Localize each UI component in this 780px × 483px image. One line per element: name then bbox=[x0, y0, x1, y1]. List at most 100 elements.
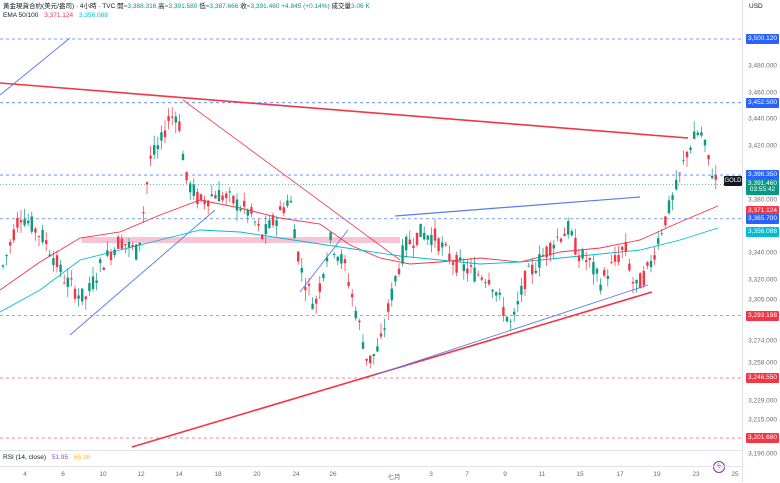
candle-body bbox=[185, 171, 188, 181]
candle-body bbox=[181, 153, 185, 161]
candle-body bbox=[12, 229, 15, 241]
candle-body bbox=[178, 121, 181, 131]
candle-body bbox=[523, 270, 527, 290]
high-label: 高 bbox=[158, 3, 165, 10]
candle-body bbox=[495, 292, 498, 296]
candle-body bbox=[27, 220, 30, 224]
candle-body bbox=[264, 224, 267, 235]
candle-body bbox=[613, 255, 617, 262]
wedge-top-line bbox=[394, 196, 641, 217]
candle-body bbox=[693, 131, 696, 139]
price-tick-label: 3,258.000 bbox=[748, 359, 777, 367]
candle-body bbox=[322, 273, 325, 279]
rsi-legend[interactable]: RSI (14, close) 51.95 65.38 bbox=[3, 454, 94, 461]
chart-area[interactable]: 黃金現貨合約(美元/盎司) · 4小時 · TVC 開=3,388.316 高=… bbox=[0, 0, 742, 450]
candle-body bbox=[84, 296, 87, 300]
rsi-label: RSI (14, close) bbox=[3, 454, 46, 461]
candle-body bbox=[387, 303, 390, 312]
candle-body bbox=[243, 200, 246, 207]
candle-body bbox=[444, 243, 447, 246]
price-tag: 3,356.088 bbox=[746, 226, 779, 237]
candle-body bbox=[419, 223, 422, 238]
candle-body bbox=[559, 238, 563, 242]
ema-label: EMA 50/100 bbox=[3, 12, 39, 19]
candle-body bbox=[369, 355, 372, 364]
time-axis[interactable]: 4 6 10 12 14 18 20 24 26 七月 3 7 9 11 15 17 19 23 25 bbox=[0, 466, 742, 483]
time-label: 23 bbox=[692, 471, 700, 478]
candle-body bbox=[383, 328, 386, 330]
volume-label: 成交量 bbox=[331, 3, 352, 10]
candle-body bbox=[397, 268, 401, 275]
price-axis[interactable]: USD 3,480.000 3,460.000 3,440.000 3,420.000… bbox=[742, 0, 780, 482]
candle-body bbox=[441, 242, 444, 248]
candle-body bbox=[343, 259, 347, 264]
candle-body bbox=[261, 234, 264, 239]
candle-body bbox=[595, 268, 599, 274]
candle-body bbox=[552, 244, 555, 249]
candle-body bbox=[513, 311, 516, 315]
candle-body bbox=[189, 183, 192, 193]
candle-body bbox=[171, 116, 174, 118]
candle-body bbox=[142, 212, 145, 214]
candle-body bbox=[347, 281, 350, 286]
price-tag: 3,365.700 bbox=[746, 213, 779, 224]
candle-body bbox=[394, 276, 397, 282]
time-label: 6 bbox=[61, 471, 65, 478]
candle-body bbox=[621, 246, 624, 251]
descending-trendline bbox=[0, 82, 689, 139]
ema-legend[interactable]: EMA 50/100 3,371.124 3,356.088 bbox=[3, 11, 370, 20]
candle-body bbox=[646, 262, 649, 266]
candle-body bbox=[52, 258, 55, 266]
candle-body bbox=[541, 255, 545, 257]
candle-body bbox=[192, 184, 195, 196]
candle-body bbox=[300, 268, 303, 273]
candle-body bbox=[401, 245, 404, 264]
candle-body bbox=[297, 251, 300, 262]
candle-body bbox=[574, 237, 577, 255]
candle-body bbox=[257, 224, 260, 226]
candle-body bbox=[415, 232, 419, 245]
candle-body bbox=[664, 216, 667, 226]
candle-body bbox=[109, 251, 113, 261]
candle-body bbox=[408, 239, 411, 245]
candle-body bbox=[239, 209, 242, 211]
candle-body bbox=[462, 264, 465, 272]
candle-body bbox=[678, 172, 681, 174]
candle-body bbox=[487, 279, 491, 285]
candle-body bbox=[682, 160, 685, 162]
price-chart[interactable] bbox=[0, 0, 742, 450]
price-tag: 3,398.350 bbox=[746, 170, 779, 181]
candle-body bbox=[423, 232, 426, 240]
symbol-name[interactable]: 黃金現貨合約(美元/盎司) · 4小時 · TVC bbox=[3, 3, 116, 10]
candle-body bbox=[95, 280, 98, 283]
candle-body bbox=[437, 238, 440, 252]
candle-body bbox=[311, 303, 314, 310]
price-tag: 3,246.550 bbox=[746, 373, 779, 383]
price-tag: 3,371.124 bbox=[746, 206, 779, 217]
candle-body bbox=[19, 220, 23, 223]
candle-body bbox=[336, 256, 339, 261]
candle-body bbox=[340, 254, 343, 264]
price-tag: 3,201.680 bbox=[746, 433, 779, 443]
price-tick-label: 3,380.000 bbox=[748, 196, 777, 204]
candle-body bbox=[1, 265, 5, 267]
candle-body bbox=[477, 274, 480, 276]
ema50-line bbox=[0, 199, 719, 291]
candle-body bbox=[657, 238, 660, 244]
candle-body bbox=[163, 130, 167, 138]
candle-body bbox=[707, 154, 710, 160]
candle-body bbox=[81, 288, 84, 302]
candle-body bbox=[667, 200, 671, 214]
candle-body bbox=[365, 358, 368, 361]
time-label: 11 bbox=[538, 471, 546, 478]
candle-body bbox=[106, 250, 109, 256]
candle-body bbox=[696, 132, 699, 136]
candle-body bbox=[372, 354, 375, 357]
time-label: 4 bbox=[23, 471, 27, 478]
candle-body bbox=[588, 258, 591, 260]
currency-label[interactable]: USD bbox=[749, 3, 763, 10]
rsi-pane[interactable]: RSI (14, close) 51.95 65.38 bbox=[0, 450, 742, 467]
price-tick-label: 3,305.000 bbox=[748, 296, 777, 304]
candle-body bbox=[639, 273, 642, 289]
candle-body bbox=[232, 195, 235, 204]
